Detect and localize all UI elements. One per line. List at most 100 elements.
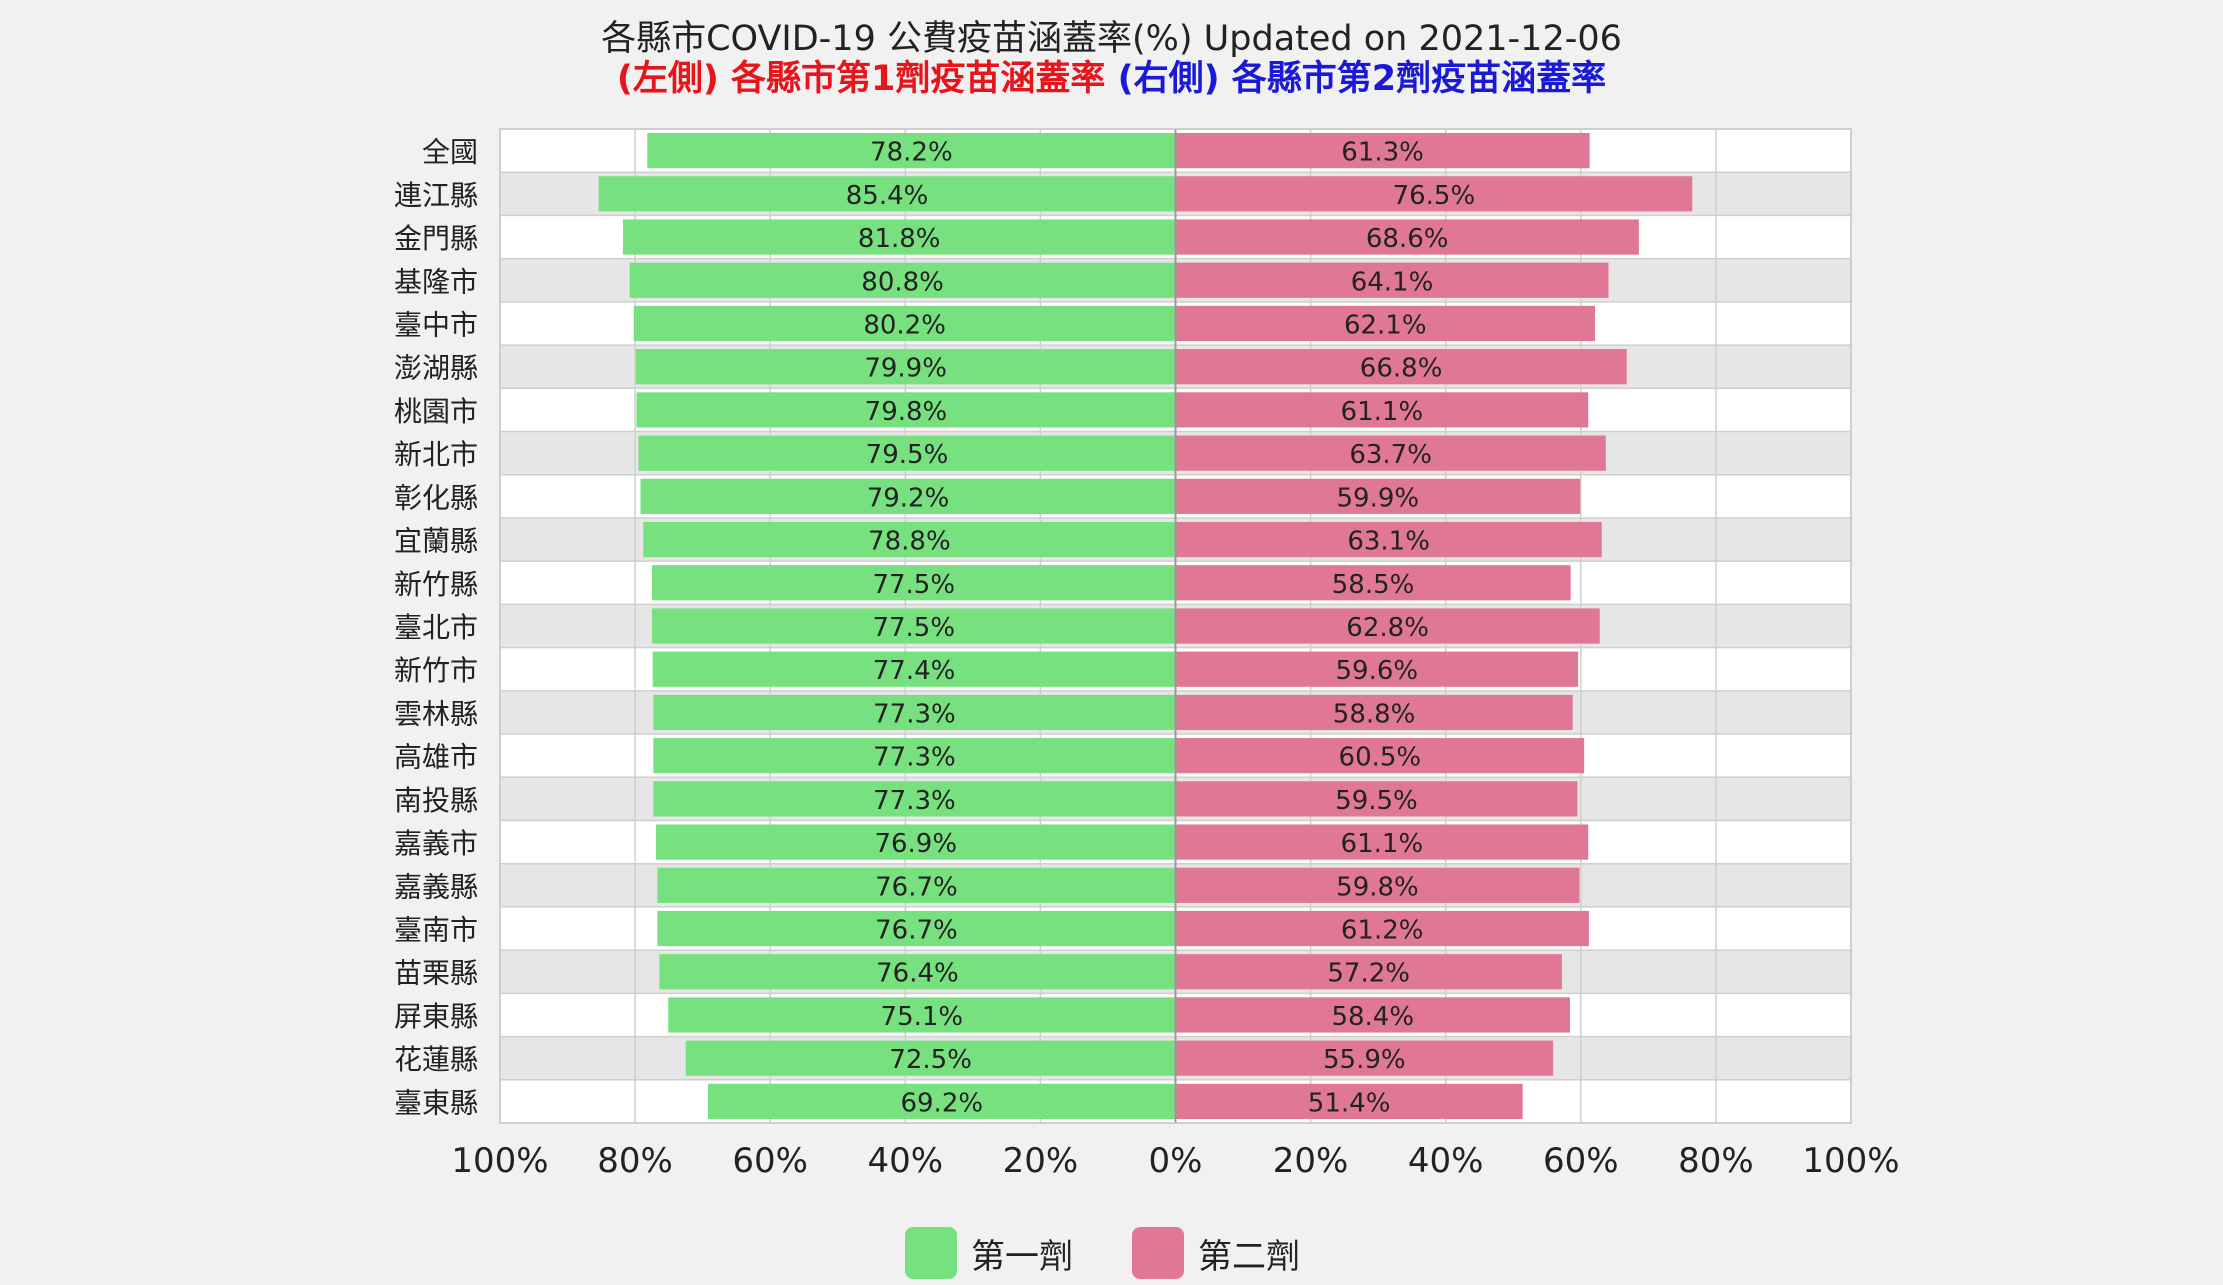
- bar-dose2: [1175, 478, 1581, 514]
- bar-dose1: [653, 781, 1176, 817]
- bar-dose2: [1175, 262, 1609, 298]
- category-label: 新竹市: [394, 654, 478, 687]
- x-tick-label: 20%: [1273, 1141, 1349, 1181]
- bar-dose1: [622, 219, 1176, 255]
- bar-dose1: [657, 910, 1176, 947]
- x-tick-label: 0%: [1149, 1141, 1203, 1181]
- bar-dose2: [1175, 954, 1562, 990]
- x-tick-label: 100%: [1802, 1141, 1899, 1181]
- bar-dose2: [1175, 133, 1590, 169]
- data-label-dose1: 76.7%: [875, 916, 958, 946]
- data-label-dose1: 72.5%: [889, 1045, 972, 1075]
- data-label-dose2: 59.5%: [1335, 786, 1418, 816]
- legend-swatch-dose1: [905, 1227, 957, 1279]
- bar-dose1: [659, 954, 1176, 990]
- category-label: 桃園市: [394, 395, 478, 428]
- legend-swatch-dose2: [1132, 1227, 1184, 1279]
- bar-dose2: [1175, 694, 1573, 731]
- bar-dose2: [1175, 781, 1578, 817]
- data-label-dose2: 61.3%: [1341, 138, 1424, 168]
- plot-border: [499, 128, 1852, 1124]
- data-label-dose1: 81.8%: [858, 224, 941, 254]
- category-label: 南投縣: [394, 784, 478, 817]
- bar-dose2: [1175, 824, 1589, 860]
- bar-dose2: [1175, 176, 1693, 212]
- category-label: 連江縣: [394, 179, 478, 212]
- bar-dose2: [1175, 435, 1606, 471]
- bar-dose1: [643, 521, 1176, 558]
- bar-dose1: [635, 349, 1176, 385]
- bar-dose1: [652, 651, 1176, 687]
- data-label-dose2: 51.4%: [1308, 1088, 1391, 1118]
- chart-subtitle: (左側) 各縣市第1劑疫苗涵蓋率 (右側) 各縣市第2劑疫苗涵蓋率: [0, 50, 2223, 101]
- bar-dose1: [657, 867, 1176, 903]
- bar-dose1: [653, 738, 1176, 774]
- data-label-dose2: 64.1%: [1351, 267, 1434, 297]
- x-tick-label: 60%: [1543, 1141, 1619, 1181]
- data-label-dose1: 78.8%: [868, 527, 951, 557]
- subtitle-right-tag: (右側): [1117, 59, 1220, 99]
- category-label: 臺中市: [394, 308, 478, 341]
- x-tick-label: 40%: [1408, 1141, 1484, 1181]
- data-label-dose1: 76.7%: [875, 872, 958, 902]
- data-label-dose1: 77.4%: [873, 656, 956, 686]
- legend-label-dose2: 第二劑: [1198, 1236, 1300, 1277]
- category-label: 澎湖縣: [394, 352, 478, 385]
- bar-dose2: [1175, 867, 1580, 903]
- legend-item-dose1[interactable]: 第一劑: [905, 1227, 1073, 1279]
- bar-dose1: [636, 392, 1176, 428]
- bar-dose2: [1175, 565, 1571, 601]
- x-tick-label: 80%: [597, 1141, 673, 1181]
- data-label-dose1: 76.4%: [876, 959, 959, 989]
- bar-dose2: [1175, 219, 1639, 255]
- data-label-dose1: 79.8%: [865, 397, 948, 427]
- bar-dose1: [640, 478, 1176, 514]
- bar-dose1: [629, 262, 1176, 298]
- data-label-dose2: 58.5%: [1332, 570, 1415, 600]
- data-label-dose1: 78.2%: [870, 138, 953, 168]
- category-label: 高雄市: [394, 741, 478, 774]
- category-label: 基隆市: [394, 265, 478, 298]
- x-tick-label: 100%: [451, 1141, 548, 1181]
- bar-dose1: [668, 997, 1176, 1033]
- category-label: 嘉義縣: [394, 870, 478, 903]
- data-label-dose2: 59.9%: [1337, 483, 1420, 513]
- category-label: 臺南市: [394, 914, 478, 947]
- bar-dose1: [685, 1040, 1176, 1076]
- category-label: 雲林縣: [394, 697, 478, 730]
- data-label-dose2: 61.1%: [1341, 397, 1424, 427]
- bar-dose1: [708, 1083, 1176, 1119]
- category-label: 屏東縣: [394, 1000, 478, 1033]
- data-label-dose2: 60.5%: [1339, 743, 1422, 773]
- legend-item-dose2[interactable]: 第二劑: [1132, 1227, 1300, 1279]
- x-tick-label: 80%: [1678, 1141, 1754, 1181]
- data-label-dose1: 69.2%: [900, 1088, 983, 1118]
- legend-label-dose1: 第一劑: [971, 1236, 1073, 1277]
- category-label: 苗栗縣: [394, 957, 478, 990]
- data-label-dose2: 68.6%: [1366, 224, 1449, 254]
- subtitle-right-text: 各縣市第2劑疫苗涵蓋率: [1231, 59, 1607, 99]
- bar-dose1: [656, 824, 1176, 860]
- data-label-dose2: 58.4%: [1331, 1002, 1414, 1032]
- bar-dose1: [598, 176, 1176, 212]
- bar-dose1: [651, 565, 1176, 601]
- category-label: 金門縣: [394, 222, 478, 255]
- bar-dose1: [633, 305, 1176, 342]
- bar-dose2: [1175, 997, 1570, 1033]
- data-label-dose2: 61.2%: [1341, 916, 1424, 946]
- data-label-dose1: 77.3%: [873, 786, 956, 816]
- subtitle-left-text: 各縣市第1劑疫苗涵蓋率: [731, 59, 1106, 99]
- data-label-dose2: 59.6%: [1335, 656, 1418, 686]
- data-label-dose2: 62.8%: [1346, 613, 1429, 643]
- bar-dose1: [647, 133, 1176, 169]
- data-label-dose2: 63.1%: [1347, 527, 1430, 557]
- category-label: 新北市: [394, 438, 478, 471]
- data-label-dose2: 76.5%: [1393, 181, 1476, 211]
- bar-dose2: [1175, 392, 1589, 428]
- bar-dose2: [1175, 738, 1585, 774]
- data-label-dose2: 55.9%: [1323, 1045, 1406, 1075]
- data-label-dose2: 63.7%: [1349, 440, 1432, 470]
- data-label-dose1: 80.8%: [861, 267, 944, 297]
- bar-dose2: [1175, 349, 1627, 385]
